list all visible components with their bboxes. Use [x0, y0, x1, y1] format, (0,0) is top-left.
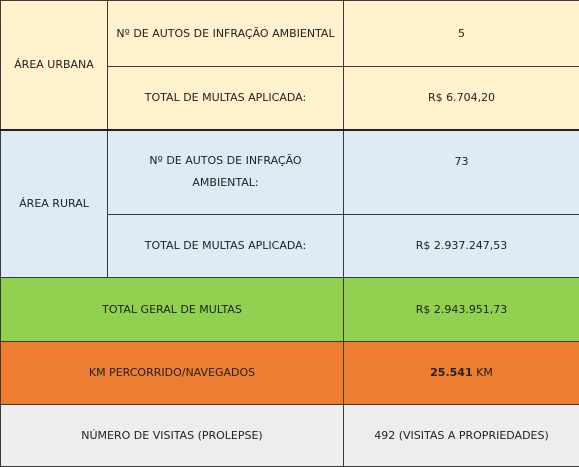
urban-section-label: ÁREA URBANA [1, 1, 108, 130]
rural-autos-value: 73 [344, 130, 579, 215]
total-geral-label: TOTAL GERAL DE MULTAS [1, 278, 344, 342]
rural-autos-row: ÁREA RURAL Nº DE AUTOS DE INFRAÇÃO AMBIE… [1, 130, 579, 215]
km-value-cell: 25.541 KM [344, 342, 579, 405]
urban-autos-label: Nº DE AUTOS DE INFRAÇÃO AMBIENTAL [108, 1, 344, 67]
urban-autos-value: 5 [344, 1, 579, 67]
km-label: KM PERCORRIDO/NAVEGADOS [1, 342, 344, 405]
visitas-label: NÚMERO DE VISITAS (PROLEPSE) [1, 405, 344, 467]
rural-multas-value: R$ 2.937.247,53 [344, 215, 579, 278]
total-geral-value: R$ 2.943.951,73 [344, 278, 579, 342]
km-unit: KM [476, 366, 493, 379]
total-geral-row: TOTAL GERAL DE MULTAS R$ 2.943.951,73 [1, 278, 579, 342]
visitas-row: NÚMERO DE VISITAS (PROLEPSE) 492 (VISITA… [1, 405, 579, 467]
rural-section-label: ÁREA RURAL [1, 130, 108, 278]
km-value: 25.541 [430, 366, 472, 379]
rural-multas-label: TOTAL DE MULTAS APLICADA: [108, 215, 344, 278]
km-row: KM PERCORRIDO/NAVEGADOS 25.541 KM [1, 342, 579, 405]
urban-multas-value: R$ 6.704,20 [344, 67, 579, 130]
visitas-value: 492 (VISITAS A PROPRIEDADES) [344, 405, 579, 467]
urban-multas-label: TOTAL DE MULTAS APLICADA: [108, 67, 344, 130]
urban-autos-row: ÁREA URBANA Nº DE AUTOS DE INFRAÇÃO AMBI… [1, 1, 579, 67]
rural-autos-label: Nº DE AUTOS DE INFRAÇÃO AMBIENTAL: [108, 130, 344, 215]
